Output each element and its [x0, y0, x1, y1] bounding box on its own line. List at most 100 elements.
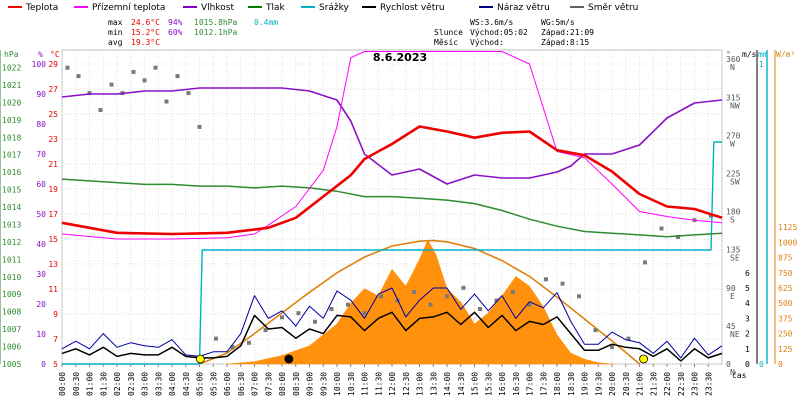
x-tick-label: 03:30	[154, 372, 163, 396]
hpa-tick-label: 1020	[2, 98, 21, 107]
wind-direction-point	[346, 302, 350, 307]
humidity-tick-label: 80	[36, 120, 46, 129]
wind-speed-tick-label: 5	[745, 284, 750, 293]
legend-label: Teplota	[25, 3, 58, 13]
stats-panel: max 24.6°C 94% 1015.8hPa 0.4mm min 15.2°C 60% 10…	[108, 18, 594, 47]
stats-value: 0.4mm	[254, 18, 278, 27]
rain-tick-label: 0	[759, 360, 764, 369]
wind-direction-name-label: SE	[730, 254, 740, 263]
wind-direction-name-label: E	[730, 292, 735, 301]
x-tick-label: 21:30	[649, 372, 658, 396]
wind-direction-point	[610, 345, 614, 350]
moonrise-time: Východ:	[470, 38, 504, 47]
wind-direction-point	[577, 294, 581, 299]
x-tick-label: 22:30	[677, 372, 686, 396]
stats-value: min	[108, 28, 123, 37]
wind-direction-point	[164, 99, 169, 104]
sun-label: Slunce	[434, 28, 463, 37]
temperature-line	[61, 125, 723, 236]
wind-direction-point	[230, 345, 235, 350]
chart-date: 8.6.2023	[373, 51, 427, 64]
stats-value: 1012.1hPa	[194, 28, 238, 37]
humidity-tick-label: 20	[36, 300, 46, 309]
x-tick-label: 20:00	[608, 372, 617, 396]
x-tick-label: 23:30	[704, 372, 713, 396]
hpa-tick-label: 1021	[2, 81, 21, 90]
wind-direction-point	[659, 226, 664, 231]
x-tick-label: 00:30	[72, 372, 81, 396]
hpa-tick-label: 1008	[2, 308, 21, 317]
legend-label: Srážky	[319, 3, 350, 13]
wind-direction-point	[626, 336, 631, 341]
x-tick-label: 08:00	[278, 372, 287, 396]
hpa-tick-label: 1005	[2, 360, 21, 369]
x-tick-label: 06:30	[237, 372, 246, 396]
wind-direction-point	[329, 307, 334, 311]
wind-direction-tick-label: 0	[726, 360, 731, 369]
wind-direction-point	[214, 336, 218, 341]
hpa-tick-label: 1011	[2, 255, 21, 264]
wind-direction-point	[87, 91, 92, 96]
x-tick-label: 16:00	[498, 372, 507, 396]
humidity-tick-label: 50	[36, 210, 46, 219]
wind-direction-point	[412, 290, 416, 294]
x-tick-label: 10:30	[347, 372, 356, 396]
wind-direction-unit: °	[726, 50, 731, 59]
wind-direction-point	[709, 213, 713, 218]
ground-temperature-line	[61, 51, 723, 240]
x-tick-label: 01:30	[99, 372, 108, 396]
hpa-unit: hPa	[4, 50, 19, 59]
wind-direction-point	[676, 235, 680, 239]
stats-value: 19.3°C	[131, 38, 160, 47]
wind-speed-tick-label: 2	[745, 330, 750, 339]
x-tick-label: 22:00	[663, 372, 672, 396]
stats-value: avg	[108, 38, 123, 47]
wind-direction-point	[560, 281, 565, 286]
wind-direction-point	[142, 78, 147, 83]
wind-direction-point	[186, 91, 191, 96]
moon-label: Měsíc	[434, 38, 458, 47]
solar-tick-label: 500	[778, 299, 793, 308]
wind-direction-point	[109, 82, 114, 87]
wind-direction-tick-label: 360	[726, 55, 741, 64]
legend-label: Přízemní teplota	[92, 3, 165, 13]
solar-tick-label: 125	[778, 345, 793, 354]
hpa-tick-label: 1017	[2, 151, 21, 160]
x-tick-label: 10:00	[333, 372, 342, 396]
wind-speed-line	[61, 311, 723, 362]
wind-direction-tick-label: 135	[726, 246, 741, 255]
temperature-tick-label: 11	[48, 285, 58, 294]
wind-direction-point	[153, 65, 158, 70]
legend-label: Náraz větru	[497, 3, 550, 13]
wind-direction-point	[65, 65, 70, 70]
wind-direction-name-label: N	[730, 368, 735, 377]
wind-gust-line	[61, 287, 723, 359]
solar-theoretical-line	[199, 239, 641, 365]
x-tick-label: 15:00	[471, 372, 480, 396]
x-tick-label: 09:00	[306, 372, 315, 396]
x-tick-label: 08:30	[292, 372, 301, 396]
x-tick-label: 05:30	[209, 372, 218, 396]
legend: Teplota Přízemní teplota Vlhkost Tlak Srážky…	[8, 3, 638, 13]
x-tick-label: 19:30	[594, 372, 603, 396]
hpa-tick-label: 1022	[2, 64, 21, 73]
humidity-tick-label: 90	[36, 90, 46, 99]
wind-direction-point	[131, 69, 136, 74]
x-tick-label: 19:00	[581, 372, 590, 396]
rain-line	[62, 141, 722, 365]
x-tick-label: 14:30	[457, 372, 466, 396]
x-tick-label: 07:30	[264, 372, 273, 396]
temperature-tick-label: 9	[53, 310, 58, 319]
hpa-tick-label: 1013	[2, 220, 21, 229]
temperature-tick-label: 29	[48, 60, 58, 69]
stats-value: max	[108, 18, 123, 27]
rain-tick-label: 1	[759, 60, 764, 69]
temperature-tick-label: 25	[48, 110, 58, 119]
wind-direction-name-label: N	[730, 63, 735, 72]
hpa-tick-label: 1012	[2, 238, 21, 247]
x-tick-label: 04:00	[168, 372, 177, 396]
x-tick-label: 13:30	[429, 372, 438, 396]
stats-value: 24.6°C	[131, 18, 160, 27]
